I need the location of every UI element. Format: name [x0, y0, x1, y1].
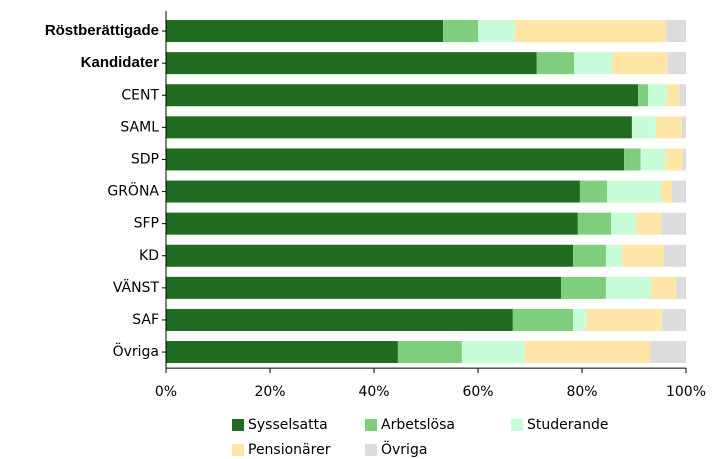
bar-segment	[514, 20, 667, 43]
y-tick-label: Kandidater	[81, 54, 160, 71]
bar-segment	[166, 84, 639, 107]
bar-segment	[622, 244, 665, 267]
bar-segment	[166, 52, 537, 75]
bar-segment	[667, 52, 686, 75]
bar-segment	[636, 212, 662, 235]
bar-segment	[586, 308, 663, 331]
bar-segment	[681, 116, 686, 139]
bar-segment	[662, 308, 686, 331]
bar-segment	[397, 341, 462, 364]
bar-segment	[624, 148, 641, 171]
y-tick-label: VÄNST	[113, 278, 160, 296]
bar-segment	[561, 276, 606, 299]
bar-segment	[166, 148, 625, 171]
bar-segment	[166, 276, 562, 299]
bar-segment	[536, 52, 575, 75]
y-tick-label: Röstberättigade	[45, 22, 159, 39]
bar-segment	[166, 212, 578, 235]
bar-segment	[650, 341, 686, 364]
y-tick-label: SAF	[132, 312, 159, 328]
bar-segment	[671, 180, 686, 203]
bar-segment	[524, 341, 651, 364]
x-tick-label: 60%	[462, 384, 493, 400]
bar-segment	[648, 84, 667, 107]
bar-segment	[676, 276, 686, 299]
legend-label: Sysselsatta	[248, 417, 328, 433]
bar-segment	[679, 84, 686, 107]
bar-segment	[611, 212, 637, 235]
legend-label: Pensionärer	[248, 442, 331, 458]
bar-segment	[605, 276, 652, 299]
y-tick-label: CENT	[121, 87, 159, 103]
x-tick-label: 80%	[566, 384, 597, 400]
bar-segment	[166, 341, 398, 364]
bar-segment	[666, 20, 686, 43]
bar-segment	[443, 20, 478, 43]
x-tick-label: 20%	[254, 384, 285, 400]
legend-swatch	[365, 419, 377, 431]
y-tick-label: SFP	[134, 216, 159, 232]
bar-segment	[573, 308, 587, 331]
bar-segment	[574, 52, 613, 75]
bar-segment	[655, 116, 682, 139]
legend-swatch	[232, 419, 244, 431]
x-tick-label: 100%	[666, 384, 706, 400]
legend-label: Övriga	[381, 440, 427, 458]
bar-segment	[606, 180, 662, 203]
bar-segment	[166, 308, 513, 331]
bar-segment	[166, 244, 574, 267]
y-tick-label: SAML	[120, 119, 159, 135]
bar-segment	[682, 148, 686, 171]
bar-segment	[661, 212, 686, 235]
bar-segment	[461, 341, 525, 364]
legend-label: Arbetslösa	[381, 417, 455, 433]
legend-label: Studerande	[527, 417, 608, 433]
bar-segment	[573, 244, 606, 267]
bar-segment	[512, 308, 574, 331]
bar-segment	[579, 180, 607, 203]
y-tick-label: Övriga	[113, 342, 159, 360]
x-tick-label: 40%	[358, 384, 389, 400]
bar-segment	[577, 212, 612, 235]
bar-segment	[661, 180, 672, 203]
y-tick-label: KD	[139, 248, 159, 264]
bar-segment	[166, 180, 580, 203]
bar-segment	[166, 20, 444, 43]
bar-segment	[166, 116, 632, 139]
bar-segment	[638, 84, 649, 107]
bar-segment	[640, 148, 666, 171]
bar-segment	[651, 276, 677, 299]
bar-segment	[605, 244, 623, 267]
legend-swatch	[511, 419, 523, 431]
legend-swatch	[365, 444, 377, 456]
bar-segment	[478, 20, 515, 43]
bar-segment	[631, 116, 656, 139]
bar-segment	[612, 52, 668, 75]
y-tick-label: GRÖNA	[107, 182, 159, 200]
bar-segment	[666, 84, 680, 107]
x-tick-label: 0%	[155, 384, 177, 400]
bar-segment	[664, 244, 686, 267]
legend-swatch	[232, 444, 244, 456]
y-tick-label: SDP	[131, 151, 159, 167]
bar-segment	[665, 148, 683, 171]
